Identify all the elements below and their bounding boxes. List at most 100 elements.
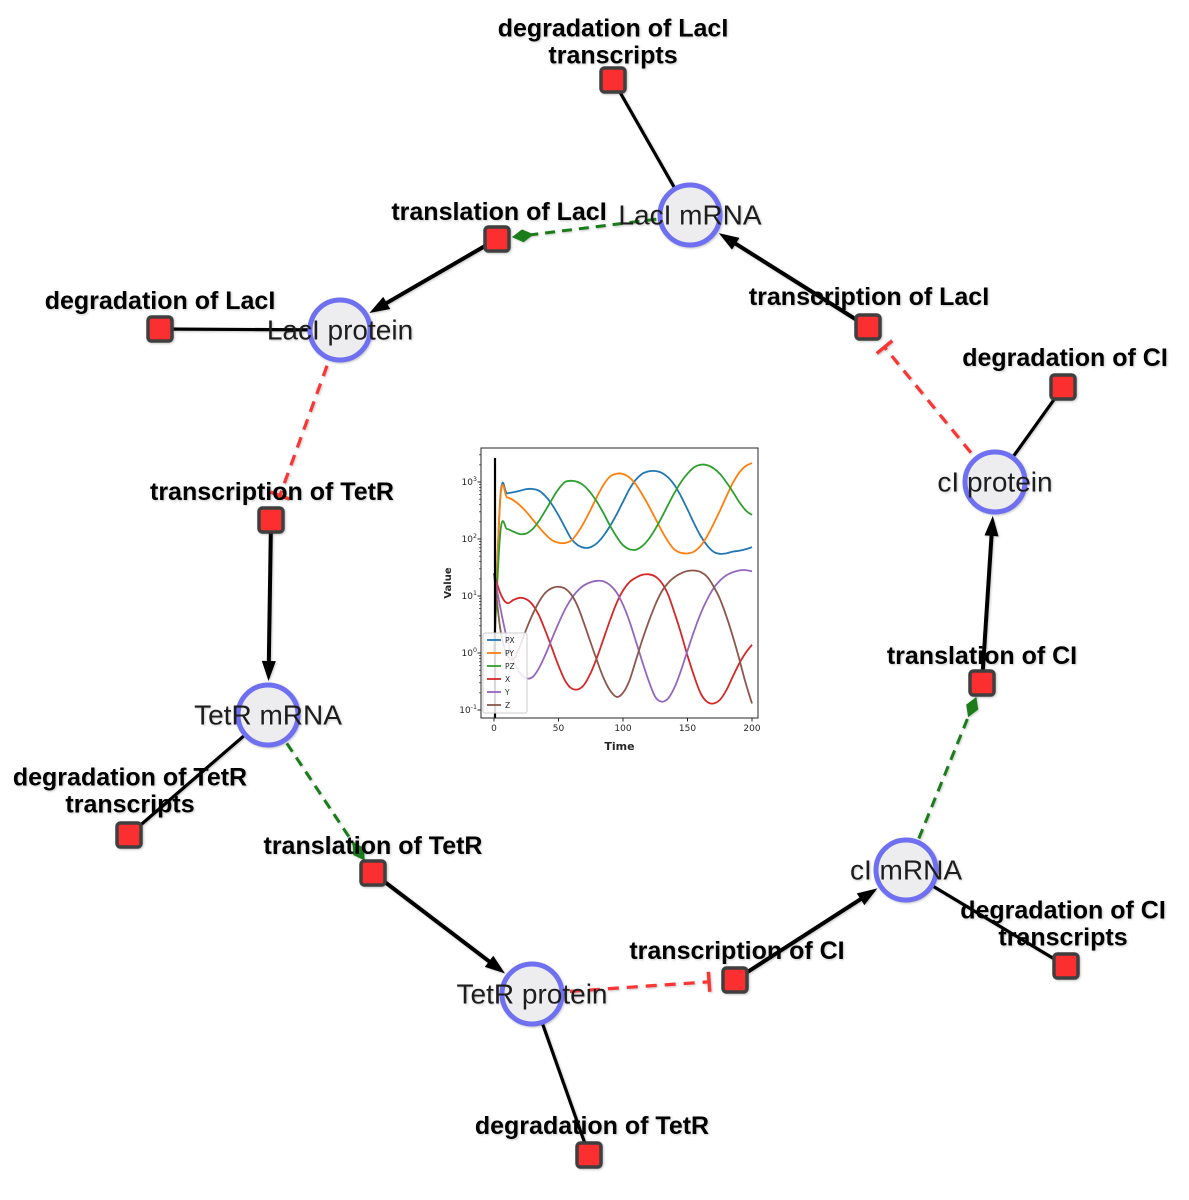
edge-lacI_mRNA-transl_lacI-diamond [511,229,534,243]
reaction-label: transcripts [65,791,194,819]
species-node-tetR_protein[interactable] [499,961,565,1027]
species-circle[interactable] [499,961,565,1027]
reaction-square[interactable] [359,859,387,887]
reaction-square[interactable] [968,669,996,697]
reaction-square[interactable] [1049,373,1077,401]
species-label: LacI protein [267,315,413,346]
reaction-square[interactable] [257,506,285,534]
species-node-cI_mRNA[interactable] [873,837,939,903]
species-node-tetR_mRNA[interactable] [235,682,301,748]
reaction-node-transl_lacI[interactable] [483,225,511,253]
legend-label-PY: PY [505,649,514,658]
species-circle[interactable] [657,182,723,248]
svg-text:101: 101 [462,590,477,602]
reaction-square[interactable] [146,315,174,343]
edge-transc_cI-cI_mRNA [733,894,867,982]
species-circle[interactable] [873,837,939,903]
edge-transc_tetR-tetR_mRNA-arrowhead [261,660,276,682]
axis-ticks: 0 50 100 150 200 10-1 100 101 102 103 [459,454,761,734]
edge-tetR_mRNA-transl_tetR-diamond [352,842,365,861]
species-label: TetR mRNA [194,700,342,731]
reaction-label: transcription of TetR [150,478,394,506]
reaction-node-deg_lacI_tx[interactable] [599,66,627,94]
reaction-label: degradation of TetR [13,764,247,792]
species-node-lacI_mRNA[interactable] [657,182,723,248]
legend-label-Y: Y [504,688,510,697]
reaction-square[interactable] [115,821,143,849]
legend-label-Z: Z [505,701,510,710]
edge-transl_lacI-lacI_protein [380,237,499,308]
reaction-node-transl_tetR[interactable] [359,859,387,887]
reaction-label: degradation of CI [962,344,1168,372]
reaction-node-deg_tetR[interactable] [575,1141,603,1169]
species-circle[interactable] [307,297,373,363]
reaction-label: degradation of TetR [475,1112,709,1140]
reaction-node-transl_cI[interactable] [968,669,996,697]
reaction-label: transcription of CI [629,937,844,965]
species-label: LacI mRNA [618,200,761,231]
series-Y [493,569,753,703]
labels-layer: LacI mRNA LacI protein TetR mRNA TetR prote… [13,15,1168,1141]
edge-transl_lacI-lacI_protein-arrowhead [369,296,391,313]
species-label: TetR protein [457,979,608,1010]
edge-cI_protein-transc_lacI-tbar [875,339,894,355]
plot-frame [480,447,759,719]
edge-transc_tetR-tetR_mRNA [266,519,273,668]
reaction-node-deg_cI_tx[interactable] [1052,952,1080,980]
reaction-node-transc_lacI[interactable] [854,313,882,341]
legend-label-X: X [505,675,510,684]
legend-label-PZ: PZ [505,662,515,671]
svg-text:103: 103 [462,476,477,488]
reaction-node-transc_tetR[interactable] [257,506,285,534]
edge-tetR_protein-transc_cI-tbar [706,971,712,992]
species-circle[interactable] [235,682,301,748]
svg-text:50: 50 [553,724,565,734]
series-PZ [493,463,753,654]
species-circle[interactable] [962,449,1028,515]
series-X [493,573,753,705]
reaction-square[interactable] [1052,952,1080,980]
species-node-cI_protein[interactable] [962,449,1028,515]
edge-transc_lacI-lacI_mRNA-arrowhead [718,233,740,250]
reaction-label: translation of CI [887,642,1077,670]
svg-text:102: 102 [462,533,477,545]
edge-transl_tetR-tetR_protein-arrowhead [484,955,505,974]
reaction-label: transcription of LacI [749,283,989,311]
series-PY [493,462,753,654]
reaction-square[interactable] [575,1141,603,1169]
series-Z [493,569,753,704]
reaction-label: translation of LacI [391,198,606,226]
reaction-square[interactable] [599,66,627,94]
reaction-node-deg_lacI[interactable] [146,315,174,343]
reaction-node-transc_cI[interactable] [721,966,749,994]
svg-text:100: 100 [614,724,631,734]
reaction-node-deg_tetR_tx[interactable] [115,821,143,849]
edge-cI_mRNA-transl_cI-diamond [966,696,979,718]
edge-lacI_protein-transc_tetR-tbar [269,490,290,501]
svg-text:100: 100 [462,647,477,659]
x-axis-label: Time [604,740,634,753]
reaction-label: transcripts [548,42,677,70]
y-axis-label: Value [443,567,454,598]
svg-text:10-1: 10-1 [459,704,477,716]
inset-plot: 0 50 100 150 200 10-1 100 101 102 103 Time Value PX P… [438,428,773,778]
edge-cI_mRNA-transl_cI [904,713,971,871]
svg-text:0: 0 [491,724,497,734]
reaction-square[interactable] [854,313,882,341]
edge-transl_cI-cI_protein [980,529,994,684]
series-layer [493,458,753,718]
edge-transl_cI-cI_protein-arrowhead [984,515,999,537]
series-PX [493,469,753,654]
species-node-lacI_protein[interactable] [307,297,373,363]
edge-transc_lacI-lacI_mRNA [729,238,870,329]
reaction-square[interactable] [721,966,749,994]
reaction-label: translation of TetR [264,832,483,860]
inset-chart: 0 50 100 150 20010-1100101102103TimeValuePXP… [443,447,761,753]
legend-label-PX: PX [505,636,515,645]
edge-transl_tetR-tetR_protein [371,871,496,967]
reaction-square[interactable] [483,225,511,253]
reaction-node-deg_cI[interactable] [1049,373,1077,401]
svg-text:150: 150 [679,724,696,734]
legend: PX PY PZ XYZ [482,632,528,714]
